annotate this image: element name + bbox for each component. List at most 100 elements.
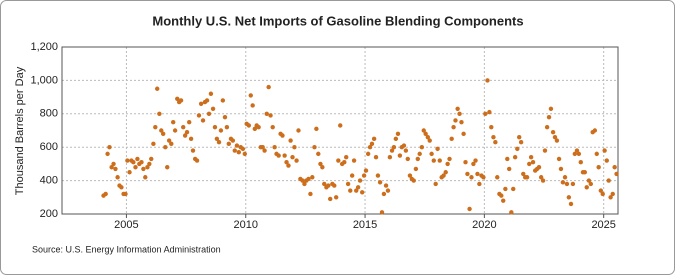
point <box>318 161 323 167</box>
point <box>582 170 588 175</box>
plot-border <box>61 46 619 215</box>
point <box>178 98 184 103</box>
point <box>262 148 267 153</box>
point <box>524 175 530 180</box>
point <box>302 181 307 187</box>
point <box>501 198 506 203</box>
point <box>218 128 224 133</box>
point <box>326 183 331 188</box>
point <box>578 160 583 165</box>
point <box>163 145 168 150</box>
point <box>181 124 186 130</box>
point <box>435 146 440 152</box>
point <box>194 158 200 163</box>
point <box>606 178 611 183</box>
point <box>503 186 508 192</box>
point <box>552 134 558 140</box>
point <box>310 175 315 180</box>
point <box>208 91 214 96</box>
point <box>443 170 448 175</box>
point <box>465 171 470 177</box>
point <box>528 155 534 160</box>
point <box>300 178 305 183</box>
point <box>473 158 478 163</box>
point <box>586 178 592 183</box>
point <box>481 175 486 180</box>
point <box>467 206 472 212</box>
point <box>385 188 391 193</box>
point <box>240 146 246 152</box>
point <box>367 145 373 150</box>
point <box>250 103 255 108</box>
point <box>266 84 271 90</box>
point <box>421 128 426 133</box>
point <box>252 126 258 132</box>
point <box>222 114 228 120</box>
point <box>568 201 574 207</box>
y-tick-label: 600 <box>40 141 58 153</box>
point <box>131 160 136 165</box>
point <box>342 160 347 165</box>
point <box>433 181 438 187</box>
point <box>363 168 369 173</box>
point <box>511 186 516 192</box>
point <box>393 136 399 142</box>
point <box>351 158 357 163</box>
point <box>463 160 468 165</box>
y-tick-label: 200 <box>40 208 58 220</box>
point <box>592 128 598 133</box>
point <box>423 131 428 137</box>
y-tick-label: 1,000 <box>30 74 58 86</box>
point <box>489 124 494 130</box>
point <box>441 173 446 178</box>
x-tick-label: 2025 <box>591 219 615 231</box>
point <box>141 166 146 172</box>
point <box>272 145 277 150</box>
point <box>570 181 576 187</box>
chart-title: Monthly U.S. Net Imports of Gasoline Ble… <box>152 13 523 28</box>
point <box>395 131 401 137</box>
point <box>316 151 321 157</box>
point <box>584 185 589 190</box>
point <box>127 170 132 175</box>
point <box>212 124 218 130</box>
point <box>155 86 160 91</box>
point <box>391 145 397 150</box>
point <box>133 165 138 170</box>
point <box>427 138 432 143</box>
point <box>361 173 367 178</box>
point <box>530 160 536 165</box>
point <box>149 156 154 162</box>
point <box>411 178 416 183</box>
point <box>246 123 252 128</box>
x-tick-label: 2020 <box>472 219 496 231</box>
point <box>509 210 514 215</box>
point <box>544 124 550 130</box>
point <box>125 158 130 163</box>
point <box>594 151 599 157</box>
point <box>417 151 422 157</box>
point <box>242 151 247 157</box>
point <box>119 185 124 190</box>
point <box>596 165 601 170</box>
point <box>284 160 289 165</box>
point <box>548 106 554 111</box>
point <box>294 158 299 163</box>
point <box>515 146 520 152</box>
point <box>348 188 353 193</box>
point <box>379 210 385 215</box>
point <box>204 98 210 103</box>
point <box>322 181 327 187</box>
point <box>447 156 452 162</box>
y-tick-label: 400 <box>40 175 58 187</box>
point <box>558 166 564 172</box>
point <box>377 180 383 185</box>
point <box>401 143 407 148</box>
point <box>505 156 510 162</box>
point <box>196 113 202 118</box>
point <box>608 195 613 200</box>
point <box>562 175 568 180</box>
point <box>477 181 482 187</box>
point <box>354 188 359 193</box>
point <box>407 173 413 178</box>
